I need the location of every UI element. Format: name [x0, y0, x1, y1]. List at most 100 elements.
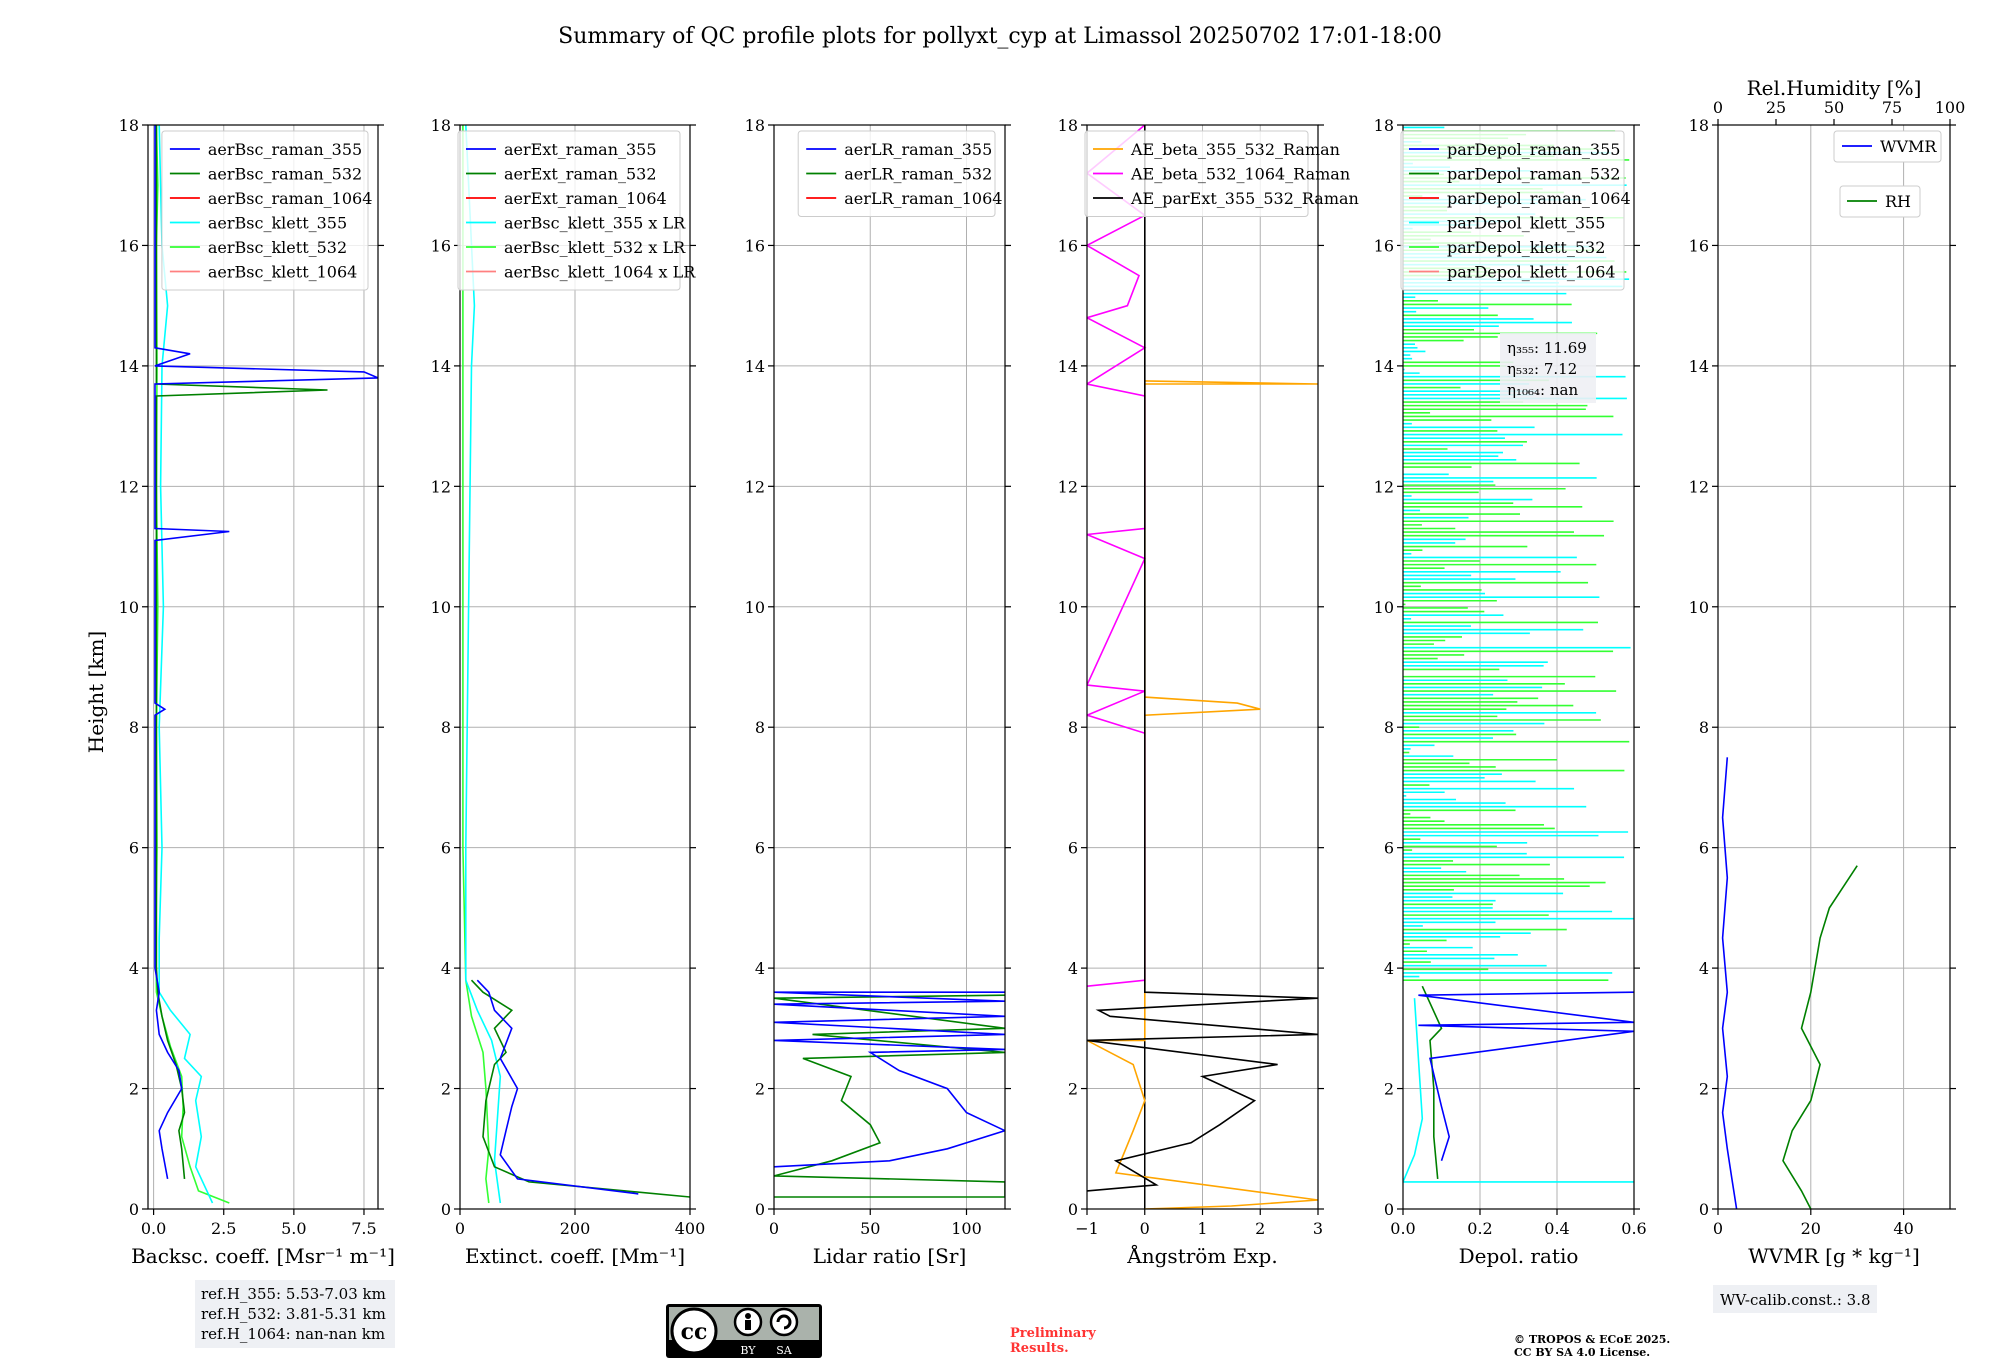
x-tick-label: 2: [1255, 1219, 1265, 1238]
series-line-aerBsc_raman_355: [154, 125, 378, 1180]
cc-license-badge[interactable]: cc BY SA: [666, 1304, 822, 1358]
y-tick-label: 10: [119, 598, 139, 617]
legend-box: [457, 130, 681, 291]
x-tick-label: 20: [1801, 1219, 1821, 1238]
copyright-line2: CC BY SA 4.0 License.: [1514, 1346, 1650, 1359]
y-tick-label: 4: [1068, 959, 1078, 978]
y-tick-label: 4: [1384, 959, 1394, 978]
y-tick-label: 8: [1068, 718, 1078, 737]
y-tick-label: 16: [119, 236, 139, 255]
x-tick-label: 7.5: [351, 1219, 376, 1238]
y-tick-label: 0: [1384, 1200, 1394, 1219]
x-axis-label: Backsc. coeff. [Msr⁻¹ m⁻¹]: [131, 1244, 395, 1268]
series-line-AE_parExt_355_532_Raman: [1087, 125, 1318, 1192]
wv-calibration-constant: WV-calib.const.: 3.8: [1720, 1291, 1871, 1309]
y-tick-label: 6: [1384, 839, 1394, 858]
y-tick-label: 14: [1689, 357, 1709, 376]
reference-height-355: ref.H_355: 5.53-7.03 km: [201, 1285, 386, 1303]
y-tick-label: 12: [119, 477, 139, 496]
x-tick-label: 100: [951, 1219, 982, 1238]
cc-icon-letters: cc: [681, 1319, 708, 1345]
y-tick-label: 12: [1689, 477, 1709, 496]
reference-height-1064: ref.H_1064: nan-nan km: [201, 1325, 385, 1343]
series-line-WVMR: [1721, 757, 1738, 1209]
legend-label: aerLR_raman_355: [844, 140, 992, 159]
legend-label: aerExt_raman_355: [504, 140, 657, 159]
y-axis-label: Height [km]: [84, 631, 108, 753]
depol-calibration-box: η₃₅₅: 11.69 η₅₃₂: 7.12 η₁₀₆₄: nan: [1500, 333, 1596, 403]
y-tick-label: 8: [129, 718, 139, 737]
y-tick-label: 4: [1699, 959, 1709, 978]
x-axis-label: Extinct. coeff. [Mm⁻¹]: [465, 1244, 685, 1268]
legend-label: aerLR_raman_532: [844, 165, 992, 184]
x-tick-label: 50: [860, 1219, 880, 1238]
x-tick-label: −1: [1075, 1219, 1099, 1238]
plot-area-angstrom: [1087, 125, 1318, 1209]
y-tick-label: 18: [1058, 116, 1078, 135]
preliminary-results-line1: Preliminary: [1010, 1326, 1096, 1341]
x-tick-label: 400: [675, 1219, 706, 1238]
y-tick-label: 0: [1699, 1200, 1709, 1219]
top-x-tick-label: 100: [1935, 98, 1966, 117]
legend: AE_beta_355_532_Raman AE_beta_532_1064_Ra…: [1084, 130, 1359, 217]
x-axis-label: Lidar ratio [Sr]: [813, 1244, 967, 1268]
y-tick-label: 18: [1374, 116, 1394, 135]
cc-sa-label: SA: [776, 1344, 793, 1357]
reference-height-532: ref.H_532: 3.81-5.31 km: [201, 1305, 386, 1323]
panel-lidar-ratio: 0 2 4 6 8 10 12 14 16 18 0 50 100 Lidar ratio [Sr] aer…: [745, 116, 1011, 1268]
x-tick-label: 0: [769, 1219, 779, 1238]
plot-area-lidar-ratio: [774, 991, 1005, 1198]
y-tick-label: 2: [1699, 1080, 1709, 1099]
y-tick-label: 16: [745, 236, 765, 255]
legend: aerExt_raman_355 aerExt_raman_532 aerExt_r…: [457, 130, 696, 291]
y-tick-label: 6: [441, 839, 451, 858]
legend-label: AE_beta_355_532_Raman: [1130, 140, 1340, 159]
series-line-aerExt_raman_355: [476, 979, 639, 1195]
panel-extinction: 0 2 4 6 8 10 12 14 16 18 0 200 400 Extinct. coeff. [M…: [431, 116, 706, 1268]
y-tick-label: 4: [129, 959, 139, 978]
plot-area-water-vapor: [1721, 757, 1858, 1209]
y-tick-label: 14: [119, 357, 139, 376]
y-tick-label: 2: [441, 1080, 451, 1099]
top-x-tick-label: 75: [1882, 98, 1902, 117]
figure-title: Summary of QC profile plots for pollyxt_…: [558, 24, 1442, 49]
x-axis-label: WVMR [g * kg⁻¹]: [1748, 1244, 1920, 1268]
legend-label: aerBsc_raman_1064: [208, 189, 373, 208]
legend-box: [1833, 130, 1942, 163]
legend-label: parDepol_raman_1064: [1447, 189, 1631, 208]
y-tick-label: 2: [1068, 1080, 1078, 1099]
y-tick-label: 10: [1374, 598, 1394, 617]
attribution-icon-head: [745, 1313, 751, 1319]
y-tick-label: 14: [431, 357, 451, 376]
legend-label: AE_beta_532_1064_Raman: [1130, 165, 1350, 184]
copyright-line1: © TROPOS & ECoE 2025.: [1514, 1333, 1670, 1346]
y-tick-label: 0: [129, 1200, 139, 1219]
y-tick-label: 8: [1384, 718, 1394, 737]
top-x-tick-label: 50: [1824, 98, 1844, 117]
legend-label: WVMR: [1880, 137, 1937, 156]
legend-label: aerBsc_klett_355: [208, 214, 347, 233]
series-line-aerLR_raman_355: [774, 991, 1005, 1168]
y-tick-label: 14: [1058, 357, 1078, 376]
legend-label: aerBsc_klett_1064 x LR: [504, 263, 696, 282]
legend-label: aerBsc_klett_1064: [208, 263, 357, 282]
top-axis-label: Rel.Humidity [%]: [1747, 76, 1922, 100]
x-tick-label: 0.6: [1621, 1219, 1646, 1238]
reference-height-box-bg: [195, 1280, 395, 1348]
x-tick-label: 0: [1713, 1219, 1723, 1238]
legend-label: aerExt_raman_532: [504, 165, 657, 184]
y-tick-label: 10: [431, 598, 451, 617]
legend-label: AE_parExt_355_532_Raman: [1130, 189, 1359, 208]
y-tick-label: 0: [441, 1200, 451, 1219]
y-tick-label: 2: [1384, 1080, 1394, 1099]
x-tick-label: 5.0: [281, 1219, 306, 1238]
x-tick-label: 0.0: [1390, 1219, 1415, 1238]
y-tick-label: 16: [1058, 236, 1078, 255]
legend-box: [1084, 130, 1309, 217]
y-tick-label: 14: [745, 357, 765, 376]
series-line-aerBsc_raman_532: [155, 125, 328, 1179]
attribution-icon-body: [745, 1320, 751, 1330]
